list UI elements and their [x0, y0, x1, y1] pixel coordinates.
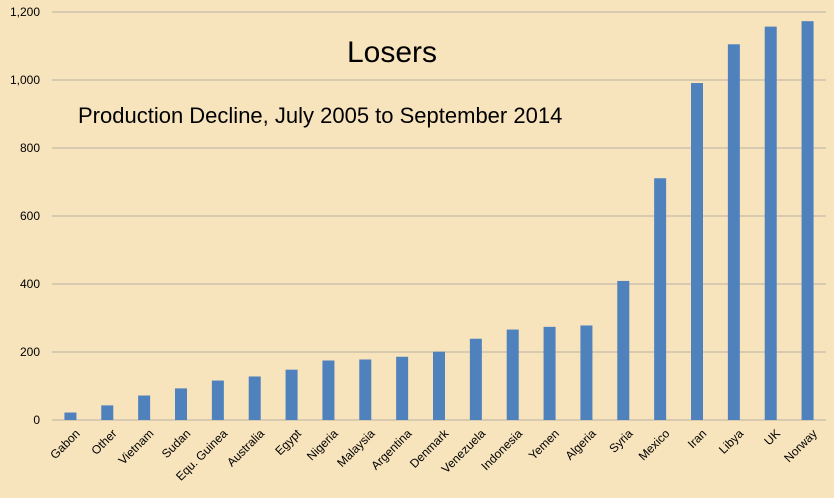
bar	[469, 338, 482, 420]
y-tick-label: 200	[20, 345, 40, 359]
y-tick-label: 400	[20, 277, 40, 291]
x-tick-label: Gabon	[47, 426, 82, 461]
x-tick-label: Libya	[716, 426, 746, 456]
bar	[64, 412, 77, 420]
x-tick-label: Vietnam	[116, 426, 157, 467]
x-tick-label: UK	[761, 426, 783, 448]
bar	[764, 26, 777, 421]
bar	[801, 21, 814, 421]
bar	[175, 388, 187, 420]
bar	[691, 83, 703, 420]
y-tick-label: 1,000	[10, 73, 40, 87]
x-tick-label: Norway	[781, 426, 820, 465]
chart-title: Losers	[347, 36, 437, 69]
bar	[396, 356, 409, 420]
chart-subtitle: Production Decline, July 2005 to Septemb…	[78, 103, 562, 128]
y-tick-label: 0	[33, 413, 40, 427]
gridlines	[52, 11, 826, 421]
x-tick-label: Syria	[606, 426, 635, 455]
y-tick-label: 600	[20, 209, 40, 223]
x-tick-label: Yemen	[526, 426, 562, 462]
bar	[433, 351, 445, 420]
bar	[101, 405, 114, 420]
bar	[617, 280, 630, 420]
x-tick-label: Mexico	[636, 426, 673, 463]
bar	[138, 395, 151, 420]
bars	[64, 21, 814, 421]
y-axis-tick-labels: 0 200 400 600 800 1,000 1,200	[10, 5, 40, 427]
bar	[322, 360, 335, 420]
x-tick-label: Egypt	[272, 426, 304, 458]
x-tick-label: Australia	[224, 426, 267, 469]
bar	[211, 380, 224, 420]
bar	[248, 376, 261, 420]
y-tick-label: 800	[20, 141, 40, 155]
x-tick-label: Algeria	[562, 426, 599, 463]
x-tick-label: Other	[89, 426, 120, 457]
bar	[727, 44, 740, 421]
bar	[506, 329, 519, 420]
bar	[285, 369, 298, 420]
bar	[359, 359, 372, 420]
bar	[580, 325, 593, 420]
x-tick-label: Sudan	[159, 426, 193, 460]
x-tick-label: Iran	[685, 426, 710, 451]
y-tick-label: 1,200	[10, 5, 40, 19]
x-tick-label: Argentina	[368, 426, 414, 472]
x-tick-label: Indonesia	[478, 426, 525, 473]
bar	[654, 178, 667, 420]
bar	[543, 326, 556, 420]
